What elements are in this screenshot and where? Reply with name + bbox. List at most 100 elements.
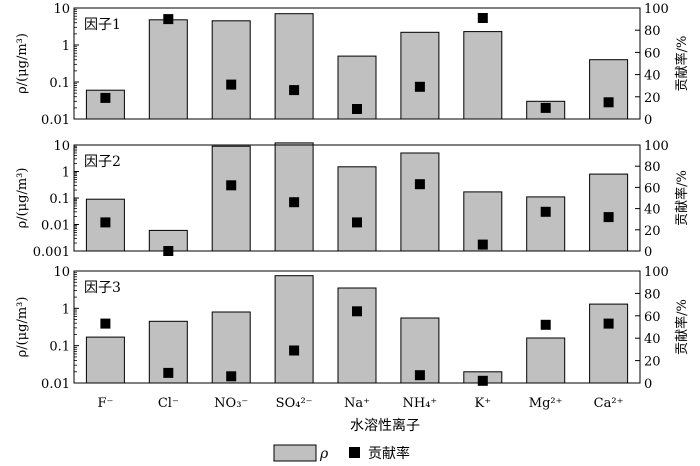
y2-tick-label: 20	[644, 355, 661, 370]
y-tick-label: 1	[62, 166, 70, 181]
contribution-marker	[540, 206, 551, 217]
contribution-marker	[352, 217, 362, 228]
y2-tick-label: 20	[644, 91, 661, 106]
panel-label: 因子3	[84, 280, 121, 296]
y2-axis-label: 贡献率/%	[674, 36, 690, 92]
contribution-marker	[603, 97, 614, 108]
bar	[85, 336, 125, 384]
contribution-marker	[163, 246, 174, 256]
contribution-marker	[289, 197, 300, 208]
x-tick-label: SO₄²⁻	[276, 396, 313, 411]
contribution-marker	[163, 367, 174, 378]
contribution-marker	[163, 14, 174, 25]
contribution-marker	[100, 318, 111, 329]
bar	[400, 31, 440, 120]
y2-tick-label: 80	[644, 160, 661, 175]
contribution-marker	[100, 217, 111, 228]
panel-frame	[73, 270, 641, 384]
bar	[211, 20, 251, 120]
y2-tick-label: 100	[644, 265, 669, 280]
y-axis-label: ρ/(μg/m³)	[15, 168, 30, 229]
bar	[337, 287, 377, 384]
contribution-marker	[226, 79, 237, 90]
y-tick-label: 0.01	[41, 113, 70, 128]
contribution-marker	[352, 306, 362, 317]
y2-tick-label: 60	[644, 310, 661, 325]
x-axis-label: 水溶性离子	[350, 417, 420, 434]
y2-tick-label: 80	[644, 287, 661, 302]
legend: ρ 贡献率	[273, 444, 410, 462]
contribution-marker	[100, 92, 111, 103]
y2-tick-label: 0	[644, 113, 652, 128]
legend-marker-swatch	[349, 447, 360, 458]
y2-axis-label: 贡献率/%	[674, 299, 690, 355]
legend-marker-label: 贡献率	[368, 445, 410, 462]
contribution-marker	[477, 375, 488, 386]
y-tick-label: 0.001	[33, 245, 70, 260]
contribution-marker	[289, 85, 300, 96]
panel-frame	[73, 7, 641, 120]
x-tick-label: Ca²⁺	[594, 396, 624, 411]
bar	[589, 59, 629, 120]
contribution-marker	[226, 371, 237, 382]
y-tick-label: 0.01	[41, 377, 70, 392]
legend-bar-label: ρ	[319, 446, 329, 462]
y-tick-label: 10	[53, 2, 70, 17]
bar	[211, 311, 251, 384]
bar	[526, 196, 566, 252]
x-tick-label: Mg²⁺	[529, 396, 563, 411]
y-tick-label: 10	[53, 265, 70, 280]
y2-tick-label: 20	[644, 224, 661, 239]
bar	[463, 31, 503, 120]
y-tick-label: 10	[53, 139, 70, 154]
bar	[526, 337, 566, 384]
contribution-marker	[414, 370, 425, 381]
contribution-marker	[603, 318, 614, 329]
y-axis-label: ρ/(μg/m³)	[15, 297, 30, 358]
x-tick-label: Na⁺	[344, 396, 370, 411]
contribution-marker	[414, 81, 425, 92]
y2-tick-label: 0	[644, 245, 652, 260]
y2-tick-label: 80	[644, 24, 661, 39]
bar	[274, 13, 314, 120]
y2-tick-label: 60	[644, 181, 661, 196]
bar	[211, 145, 251, 252]
y2-tick-label: 40	[644, 332, 661, 347]
contribution-marker	[603, 212, 614, 223]
contribution-marker	[414, 179, 425, 190]
y-tick-label: 0.1	[49, 76, 70, 91]
contribution-marker	[226, 180, 237, 191]
y-tick-label: 1	[62, 302, 70, 317]
bar	[274, 275, 314, 384]
y2-axis-label: 贡献率/%	[674, 170, 690, 226]
contribution-marker	[477, 13, 488, 23]
contribution-marker	[540, 319, 551, 330]
y-axis-label: ρ/(μg/m³)	[15, 33, 30, 94]
y2-tick-label: 100	[644, 2, 669, 17]
y-tick-label: 0.1	[49, 192, 70, 207]
x-tick-label: F⁻	[97, 396, 113, 411]
y-tick-label: 0.1	[49, 340, 70, 355]
y-tick-label: 0.01	[41, 219, 70, 234]
bar	[400, 317, 440, 384]
bar	[274, 142, 314, 252]
bar	[400, 152, 440, 252]
contribution-marker	[540, 102, 551, 113]
contribution-marker	[477, 239, 488, 250]
bar	[337, 166, 377, 252]
panel-label: 因子2	[84, 154, 121, 170]
bar	[148, 19, 188, 120]
y2-tick-label: 40	[644, 69, 661, 84]
x-tick-label: K⁺	[474, 396, 491, 411]
contribution-marker	[352, 104, 362, 114]
x-tick-label: NH₄⁺	[402, 396, 437, 411]
x-tick-label: NO₃⁻	[214, 396, 248, 411]
legend-bar-swatch	[273, 444, 317, 462]
x-tick-label: Cl⁻	[158, 396, 179, 411]
contribution-marker	[289, 345, 300, 356]
y2-tick-label: 0	[644, 377, 652, 392]
